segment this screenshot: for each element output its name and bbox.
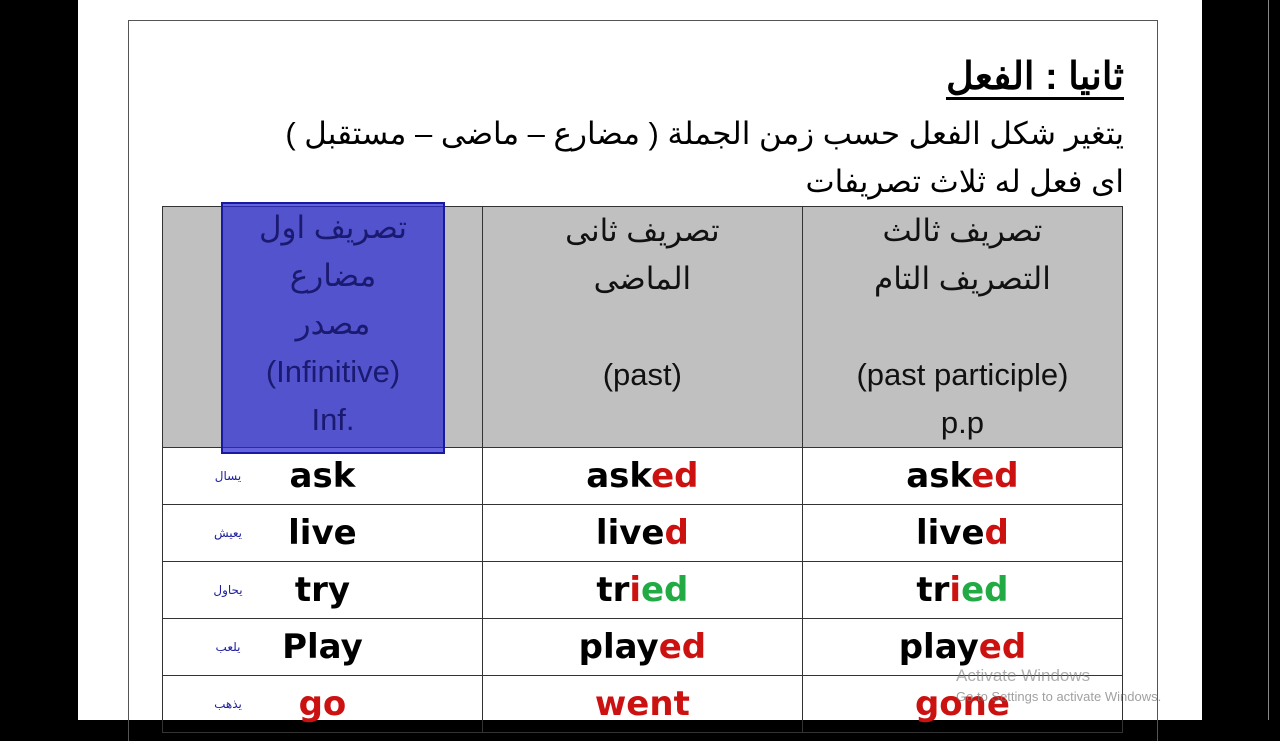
- infinitive-cell: يحاول try: [162, 561, 483, 619]
- arabic-gloss: يحاول: [213, 583, 243, 597]
- past-participle-cell: lived: [801, 504, 1124, 562]
- arabic-gloss: يلعب: [215, 640, 241, 654]
- word-segment: ed: [971, 456, 1019, 496]
- header-label-abbr: p.p: [940, 405, 984, 440]
- word-segment: went: [594, 684, 690, 724]
- header-label: مضارع: [289, 258, 377, 293]
- word-segment: d: [664, 513, 689, 553]
- header-label-en: (past): [602, 357, 682, 392]
- past-participle-cell: asked: [801, 447, 1124, 505]
- word-segment: live: [916, 513, 985, 553]
- table-row: يسال ask asked asked: [162, 447, 1124, 505]
- word-segment: d: [984, 513, 1009, 553]
- header-past-participle: تصريف ثالث التصريف التام (past participl…: [801, 206, 1124, 448]
- activate-windows-subtitle: Go to Settings to activate Windows.: [956, 689, 1162, 704]
- past-cell: lived: [481, 504, 803, 562]
- intro-line-1: يتغير شكل الفعل حسب زمن الجملة ( مضارع –…: [285, 116, 1124, 151]
- past-cell: asked: [481, 447, 803, 505]
- word-segment: ed: [978, 627, 1027, 667]
- word-segment: gone: [914, 684, 1010, 724]
- highlight-box-infinitive: تصريف اول مضارع مصدر (Infinitive) Inf.: [221, 202, 445, 454]
- word-segment: Play: [282, 627, 363, 667]
- word-segment: play: [578, 627, 659, 667]
- word-segment: tr: [916, 570, 950, 610]
- intro-line-2: اى فعل له ثلاث تصريفات: [805, 164, 1124, 199]
- past-cell: went: [481, 675, 803, 733]
- header-label: تصريف اول: [258, 210, 408, 245]
- header-label: تصريف ثالث: [882, 213, 1043, 248]
- table-row: يعيش live lived lived: [162, 504, 1124, 562]
- past-participle-cell: played: [801, 618, 1124, 676]
- document-frame: [128, 20, 1158, 741]
- heading: ثانيا : الفعل: [945, 56, 1124, 98]
- word-segment: ask: [586, 456, 652, 496]
- arabic-gloss: يسال: [214, 469, 242, 483]
- word-segment: ed: [651, 456, 699, 496]
- word-segment: play: [898, 627, 979, 667]
- word-segment: i: [629, 570, 641, 610]
- header-label-abbr: Inf.: [311, 402, 355, 437]
- header-past: تصريف ثانى الماضى (past): [481, 206, 803, 448]
- page-edge-line: [1268, 0, 1269, 720]
- word-segment: live: [288, 513, 357, 553]
- header-label: مصدر: [295, 306, 371, 341]
- arabic-gloss: يعيش: [213, 526, 243, 540]
- infinitive-cell: يعيش live: [162, 504, 483, 562]
- past-cell: played: [481, 618, 803, 676]
- table-row: يحاول try tried tried: [162, 561, 1124, 619]
- word-segment: ed: [961, 570, 1009, 610]
- arabic-gloss: يذهب: [214, 697, 242, 711]
- header-label-en: (Infinitive): [265, 354, 401, 389]
- header-label: تصريف ثانى: [565, 213, 720, 248]
- word-segment: ask: [289, 456, 356, 496]
- word-segment: ask: [906, 456, 972, 496]
- header-label-en: (past participle): [856, 357, 1069, 392]
- word-segment: i: [949, 570, 962, 610]
- header-label: الماضى: [593, 261, 692, 296]
- word-segment: tr: [596, 570, 630, 610]
- word-segment: live: [595, 513, 665, 553]
- infinitive-cell: يلعب Play: [162, 618, 483, 676]
- infinitive-cell: يسال ask: [162, 447, 483, 505]
- past-cell: tried: [481, 561, 803, 619]
- word-segment: try: [294, 570, 350, 610]
- header-label: التصريف التام: [874, 261, 1051, 296]
- activate-windows-title: Activate Windows: [956, 666, 1091, 685]
- word-segment: ed: [658, 627, 707, 667]
- word-segment: go: [298, 684, 347, 724]
- infinitive-cell: يذهب go: [162, 675, 483, 733]
- past-participle-cell: tried: [801, 561, 1124, 619]
- word-segment: ed: [641, 570, 689, 610]
